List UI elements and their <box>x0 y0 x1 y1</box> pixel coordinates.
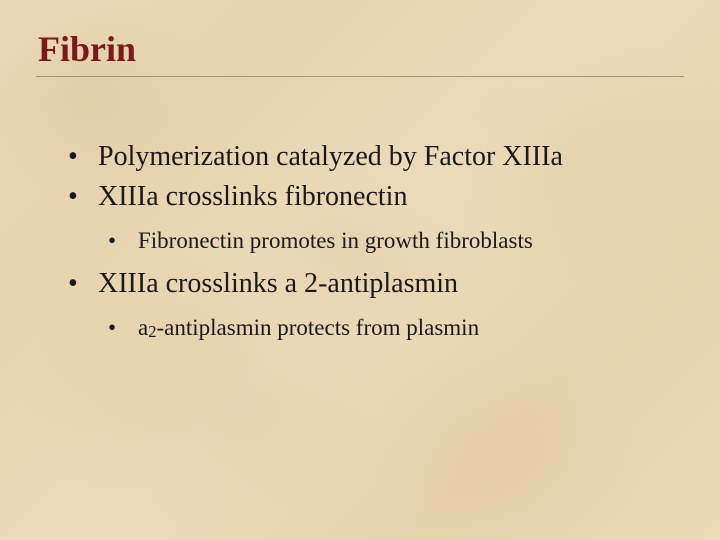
bullet-subitem: Fibronectin promotes in growth fibroblas… <box>98 225 684 256</box>
subscript-2: 2 <box>148 322 156 341</box>
alpha-prefix: a <box>138 315 148 340</box>
title-rule <box>36 76 684 77</box>
bullet-item: Polymerization catalyzed by Factor XIIIa <box>36 139 684 175</box>
slide-title: Fibrin <box>36 28 684 70</box>
bullet-subtext-suffix: -antiplasmin protects from plasmin <box>157 315 480 340</box>
bullet-list-lvl2: Fibronectin promotes in growth fibroblas… <box>98 225 684 256</box>
bullet-item: XIIIa crosslinks a 2-antiplasmin a2-anti… <box>36 266 684 343</box>
bullet-text: Polymerization catalyzed by Factor XIIIa <box>98 141 563 172</box>
bullet-text-suffix: -antiplasmin <box>318 268 458 299</box>
bullet-list-lvl2: a2-antiplasmin protects from plasmin <box>98 312 684 343</box>
bullet-text-prefix: XIIIa crosslinks <box>98 268 285 299</box>
bullet-list-lvl1: Polymerization catalyzed by Factor XIIIa… <box>36 139 684 343</box>
bullet-item: XIIIa crosslinks fibronectin Fibronectin… <box>36 179 684 256</box>
alpha-2-text: a 2 <box>285 268 318 299</box>
bullet-subtext: Fibronectin promotes in growth fibroblas… <box>138 228 533 253</box>
bullet-subitem: a2-antiplasmin protects from plasmin <box>98 312 684 343</box>
slide: Fibrin Polymerization catalyzed by Facto… <box>0 0 720 540</box>
slide-content: Polymerization catalyzed by Factor XIIIa… <box>36 139 684 343</box>
bullet-text: XIIIa crosslinks fibronectin <box>98 181 407 212</box>
